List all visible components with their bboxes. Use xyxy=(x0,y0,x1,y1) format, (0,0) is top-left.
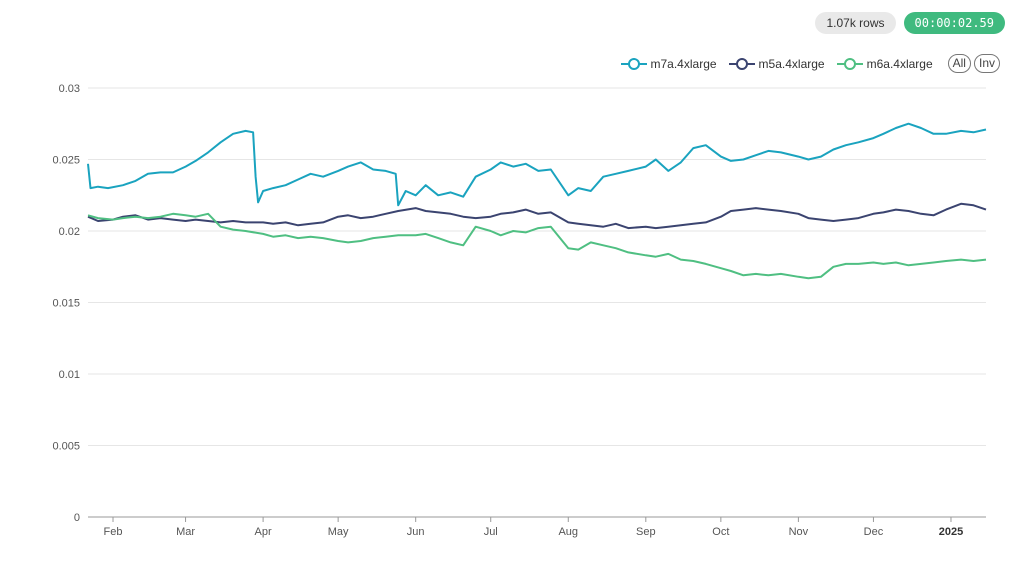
legend-swatch-m7a xyxy=(620,57,647,70)
y-tick-label: 0.03 xyxy=(59,83,80,95)
legend-item-m6a[interactable]: m6a.4xlarge xyxy=(836,56,933,71)
x-tick-label: Jun xyxy=(407,526,425,538)
legend-swatch-m6a xyxy=(836,57,863,70)
y-axis: 0 0.005 0.01 0.015 0.02 0.025 0.03 xyxy=(52,83,80,524)
x-tick-label: Nov xyxy=(789,526,809,538)
x-tick-label: Feb xyxy=(104,526,123,538)
x-tick-label: Oct xyxy=(712,526,729,538)
legend-all-button[interactable]: All xyxy=(947,54,971,73)
legend-item-m7a[interactable]: m7a.4xlarge xyxy=(620,56,717,71)
y-tick-label: 0.025 xyxy=(52,155,80,167)
x-tick-label: 2025 xyxy=(939,526,963,538)
x-tick-label: May xyxy=(328,526,349,538)
y-tick-label: 0.01 xyxy=(59,369,80,381)
x-tick-label: Jul xyxy=(484,526,498,538)
series-line-m6a-4xlarge xyxy=(87,212,987,280)
series-line-m5a-4xlarge xyxy=(87,202,987,230)
row-count-badge: 1.07k rows xyxy=(815,12,896,34)
legend-item-m5a[interactable]: m5a.4xlarge xyxy=(728,56,825,71)
x-tick-label: Dec xyxy=(864,526,884,538)
legend-swatch-m5a xyxy=(728,57,755,70)
x-tick-label: Apr xyxy=(255,526,272,538)
elapsed-time-badge: 00:00:02.59 xyxy=(903,12,1005,34)
chart-grid xyxy=(88,87,986,518)
chart-series xyxy=(87,122,987,280)
y-tick-label: 0 xyxy=(74,512,80,524)
x-tick-label: Aug xyxy=(558,526,578,538)
legend-invert-button[interactable]: Inv xyxy=(973,54,1000,73)
y-tick-label: 0.005 xyxy=(52,441,80,453)
series-line-m7a-4xlarge xyxy=(87,122,987,207)
x-tick-label: Sep xyxy=(636,526,656,538)
y-tick-label: 0.015 xyxy=(52,298,80,310)
legend-label-m6a: m6a.4xlarge xyxy=(866,56,933,71)
header-badges: 1.07k rows 00:00:02.59 xyxy=(815,12,1005,34)
legend-label-m5a: m5a.4xlarge xyxy=(758,56,825,71)
legend-label-m7a: m7a.4xlarge xyxy=(650,56,717,71)
chart-legend: m7a.4xlarge m5a.4xlarge m6a.4xlarge All … xyxy=(620,54,1000,73)
y-tick-label: 0.02 xyxy=(59,226,80,238)
x-tick-label: Mar xyxy=(176,526,195,538)
x-axis: Feb Mar Apr May Jun Jul Aug Sep Oct Nov Dec 2025 xyxy=(104,517,963,538)
